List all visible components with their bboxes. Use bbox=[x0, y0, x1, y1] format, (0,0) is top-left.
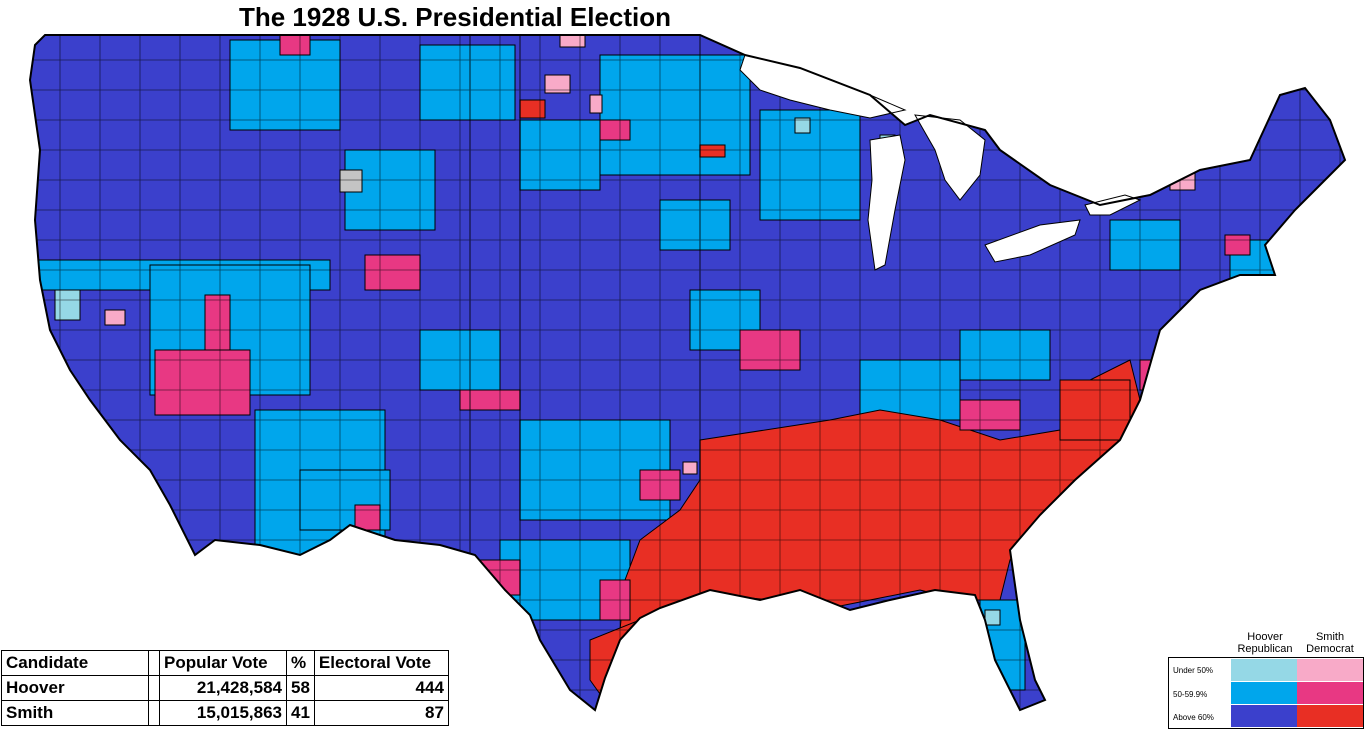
table-header-row: Candidate Popular Vote % Electoral Vote bbox=[1, 650, 449, 676]
region-minnesota-red bbox=[519, 99, 546, 119]
region-virginia bbox=[959, 329, 1051, 381]
legend-hoover-name: Hoover bbox=[1247, 631, 1283, 643]
legend-box: Under 50% 50-59.9% Above 60% bbox=[1168, 657, 1364, 729]
legend-row-label: Under 50% bbox=[1173, 666, 1214, 675]
swatch-smith-above60 bbox=[1297, 705, 1363, 727]
lake-michigan bbox=[867, 134, 906, 271]
swatch-smith-under50 bbox=[1297, 659, 1363, 681]
table-row: Smith 15,015,863 41 87 bbox=[1, 700, 449, 726]
legend-hoover-party: Republican bbox=[1237, 643, 1293, 655]
legend-smith-party: Democrat bbox=[1306, 643, 1354, 655]
row-spacer bbox=[148, 700, 160, 726]
region-montana-north bbox=[419, 44, 516, 121]
swatch-smith-50-60 bbox=[1297, 682, 1363, 704]
legend-smith-name: Smith bbox=[1315, 631, 1345, 643]
legend-hoover-heading: Hoover Republican bbox=[1232, 631, 1298, 655]
region-michigan-up bbox=[794, 117, 811, 134]
row-spacer bbox=[148, 675, 160, 701]
lake-erie bbox=[984, 219, 1081, 263]
us-outline bbox=[28, 34, 1347, 712]
swatch-hoover-under50 bbox=[1231, 659, 1297, 681]
region-montana-pink bbox=[279, 35, 311, 56]
header-popular-vote: Popular Vote bbox=[159, 650, 287, 676]
header-percent: % bbox=[286, 650, 315, 676]
popular-vote-value: 21,428,584 bbox=[159, 675, 287, 701]
region-ok-lightpink bbox=[682, 461, 698, 475]
region-colorado-pink bbox=[459, 389, 521, 411]
map-legend: Hoover Republican Smith Democrat Under 5… bbox=[1168, 628, 1364, 729]
header-spacer bbox=[148, 650, 160, 676]
region-florida-south bbox=[984, 609, 1001, 626]
region-north-carolina bbox=[1059, 379, 1131, 441]
legend-smith-heading: Smith Democrat bbox=[1297, 631, 1363, 655]
region-nd-lightpink2 bbox=[544, 74, 571, 94]
header-electoral-vote: Electoral Vote bbox=[313, 650, 449, 676]
region-nd-pink bbox=[599, 119, 631, 141]
legend-row-label: Above 60% bbox=[1173, 713, 1214, 722]
electoral-vote-value: 444 bbox=[313, 675, 449, 701]
legend-row-label: 50-59.9% bbox=[1173, 690, 1208, 699]
region-mo-pink bbox=[739, 329, 801, 371]
header-candidate: Candidate bbox=[1, 650, 149, 676]
map-title: The 1928 U.S. Presidential Election bbox=[238, 2, 672, 32]
region-nevada-pink bbox=[154, 349, 251, 416]
region-no-data bbox=[339, 169, 363, 193]
results-table: Candidate Popular Vote % Electoral Vote … bbox=[1, 650, 449, 726]
region-california-north bbox=[54, 289, 81, 321]
region-ky-pink bbox=[959, 399, 1021, 431]
percent-value: 58 bbox=[286, 675, 315, 701]
region-minnesota-red2 bbox=[699, 144, 726, 158]
candidate-name: Hoover bbox=[1, 675, 149, 701]
region-dakota bbox=[519, 119, 601, 191]
electoral-vote-value: 87 bbox=[313, 700, 449, 726]
swatch-hoover-50-60 bbox=[1231, 682, 1297, 704]
region-az-pink bbox=[354, 504, 381, 531]
popular-vote-value: 15,015,863 bbox=[159, 700, 287, 726]
swatch-hoover-above60 bbox=[1231, 705, 1297, 727]
region-iowa bbox=[659, 199, 731, 251]
candidate-name: Smith bbox=[1, 700, 149, 726]
region-minnesota bbox=[599, 54, 751, 176]
region-nd-lightpink bbox=[559, 35, 586, 48]
great-lakes bbox=[739, 54, 1142, 271]
region-ma-pink bbox=[1224, 234, 1251, 256]
percent-value: 41 bbox=[286, 700, 315, 726]
table-row: Hoover 21,428,584 58 444 bbox=[1, 675, 449, 701]
region-wyoming-pink bbox=[364, 254, 421, 291]
region-nv-lightpink bbox=[104, 309, 126, 326]
region-ny bbox=[1109, 219, 1181, 271]
region-nevada-pink2 bbox=[204, 294, 231, 351]
region-mn-lightpink bbox=[589, 94, 603, 114]
smith-50-60-regions bbox=[154, 35, 1251, 621]
